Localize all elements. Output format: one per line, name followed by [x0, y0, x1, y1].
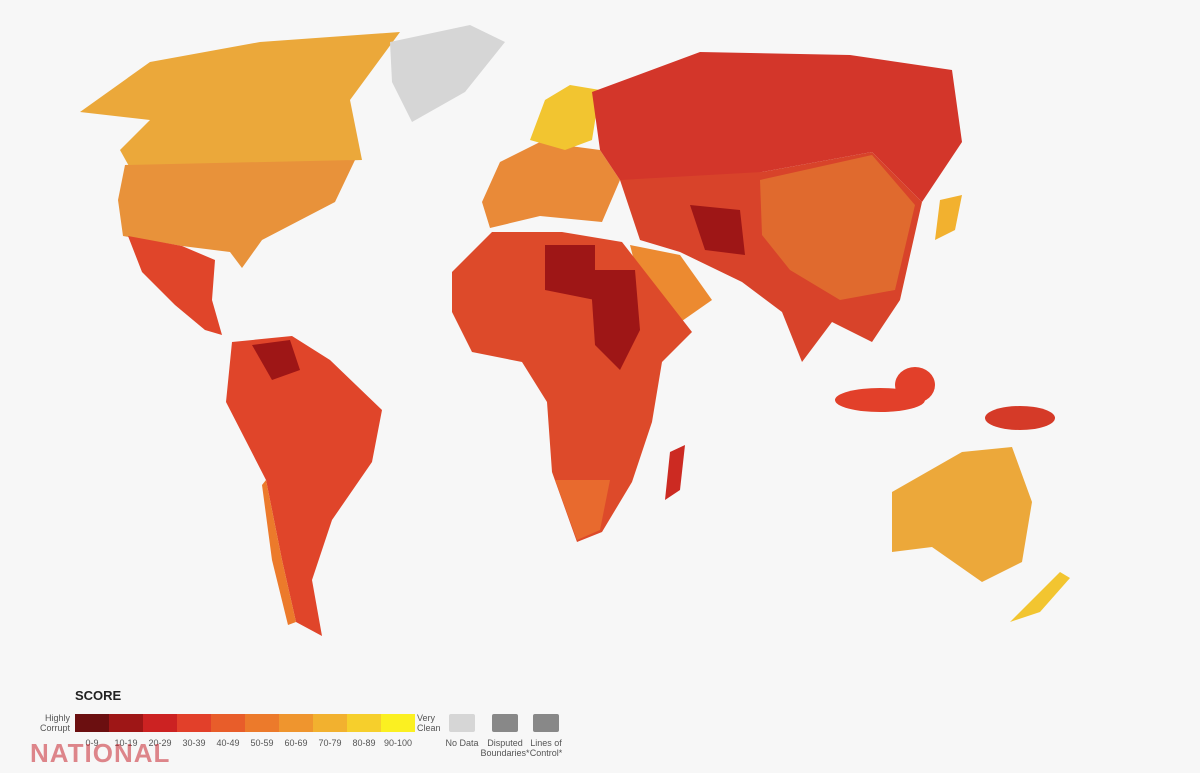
legend-bin: 80-89 — [347, 714, 381, 748]
legend-bin-label: 90-100 — [383, 738, 413, 748]
europe — [482, 142, 620, 228]
mexico-central-america — [128, 236, 222, 335]
legend-disputed: Disputed Boundaries* — [480, 714, 530, 758]
legend-bin-label: 70-79 — [318, 738, 342, 748]
legend-swatch — [347, 714, 381, 732]
no-data-label: No Data — [445, 738, 479, 748]
world-map — [80, 25, 1070, 636]
legend-swatch — [75, 714, 109, 732]
watermark: NATIONAL — [30, 738, 171, 768]
south-africa — [555, 480, 610, 540]
legend-low-label: Highly Corrupt — [39, 713, 70, 733]
legend-bin-label: 80-89 — [352, 738, 376, 748]
legend-swatch — [177, 714, 211, 732]
legend-bin-label: 0-9 — [85, 738, 99, 748]
disputed-swatch — [492, 714, 518, 732]
legend-bin-label: 60-69 — [284, 738, 308, 748]
legend-bin: 20-29 — [143, 714, 177, 748]
legend-swatch — [381, 714, 415, 732]
arabia — [630, 245, 712, 328]
legend-bin: 0-9 — [75, 714, 109, 748]
canada — [80, 32, 400, 168]
legend-swatch — [245, 714, 279, 732]
loc-label: Lines of Control* — [529, 738, 563, 758]
greenland — [390, 25, 505, 122]
venezuela — [252, 340, 300, 380]
chile — [262, 480, 296, 625]
legend-swatch — [211, 714, 245, 732]
legend-bin-label: 40-49 — [216, 738, 240, 748]
legend-no-data: No Data — [437, 714, 487, 748]
australia — [892, 447, 1032, 582]
legend-bin: 10-19 — [109, 714, 143, 748]
disputed-label: Disputed Boundaries* — [480, 738, 530, 758]
legend-loc: Lines of Control* — [521, 714, 571, 758]
afghanistan-region — [690, 205, 745, 255]
borneo — [895, 367, 935, 403]
legend-bin: 60-69 — [279, 714, 313, 748]
legend-swatch — [109, 714, 143, 732]
south-america — [226, 336, 382, 636]
legend-bin-label: 50-59 — [250, 738, 274, 748]
legend-bin: 70-79 — [313, 714, 347, 748]
legend-bin: 90-100 — [381, 714, 415, 748]
legend-bin-label: 30-39 — [182, 738, 206, 748]
legend-title: SCORE — [75, 688, 122, 703]
legend-bins: 0-9 10-19 20-29 30-39 40-49 50-59 60-69 70-79 80… — [75, 714, 415, 748]
legend-bin-label: 20-29 — [148, 738, 172, 748]
madagascar — [665, 445, 685, 500]
no-data-swatch — [449, 714, 475, 732]
usa — [118, 160, 355, 268]
legend-swatch — [143, 714, 177, 732]
legend-bin: 40-49 — [211, 714, 245, 748]
new-guinea — [985, 406, 1055, 430]
loc-swatch — [533, 714, 559, 732]
libya — [545, 245, 595, 300]
legend-high-label: Very Clean — [417, 713, 441, 733]
japan — [935, 195, 962, 240]
scandinavia — [530, 85, 600, 150]
sudan — [590, 270, 640, 370]
legend-bin-label: 10-19 — [114, 738, 138, 748]
legend-bin: 50-59 — [245, 714, 279, 748]
russia — [592, 52, 962, 202]
legend-bin: 30-39 — [177, 714, 211, 748]
china — [760, 155, 915, 300]
new-zealand — [1010, 572, 1070, 622]
legend-swatch — [279, 714, 313, 732]
legend-swatch — [313, 714, 347, 732]
